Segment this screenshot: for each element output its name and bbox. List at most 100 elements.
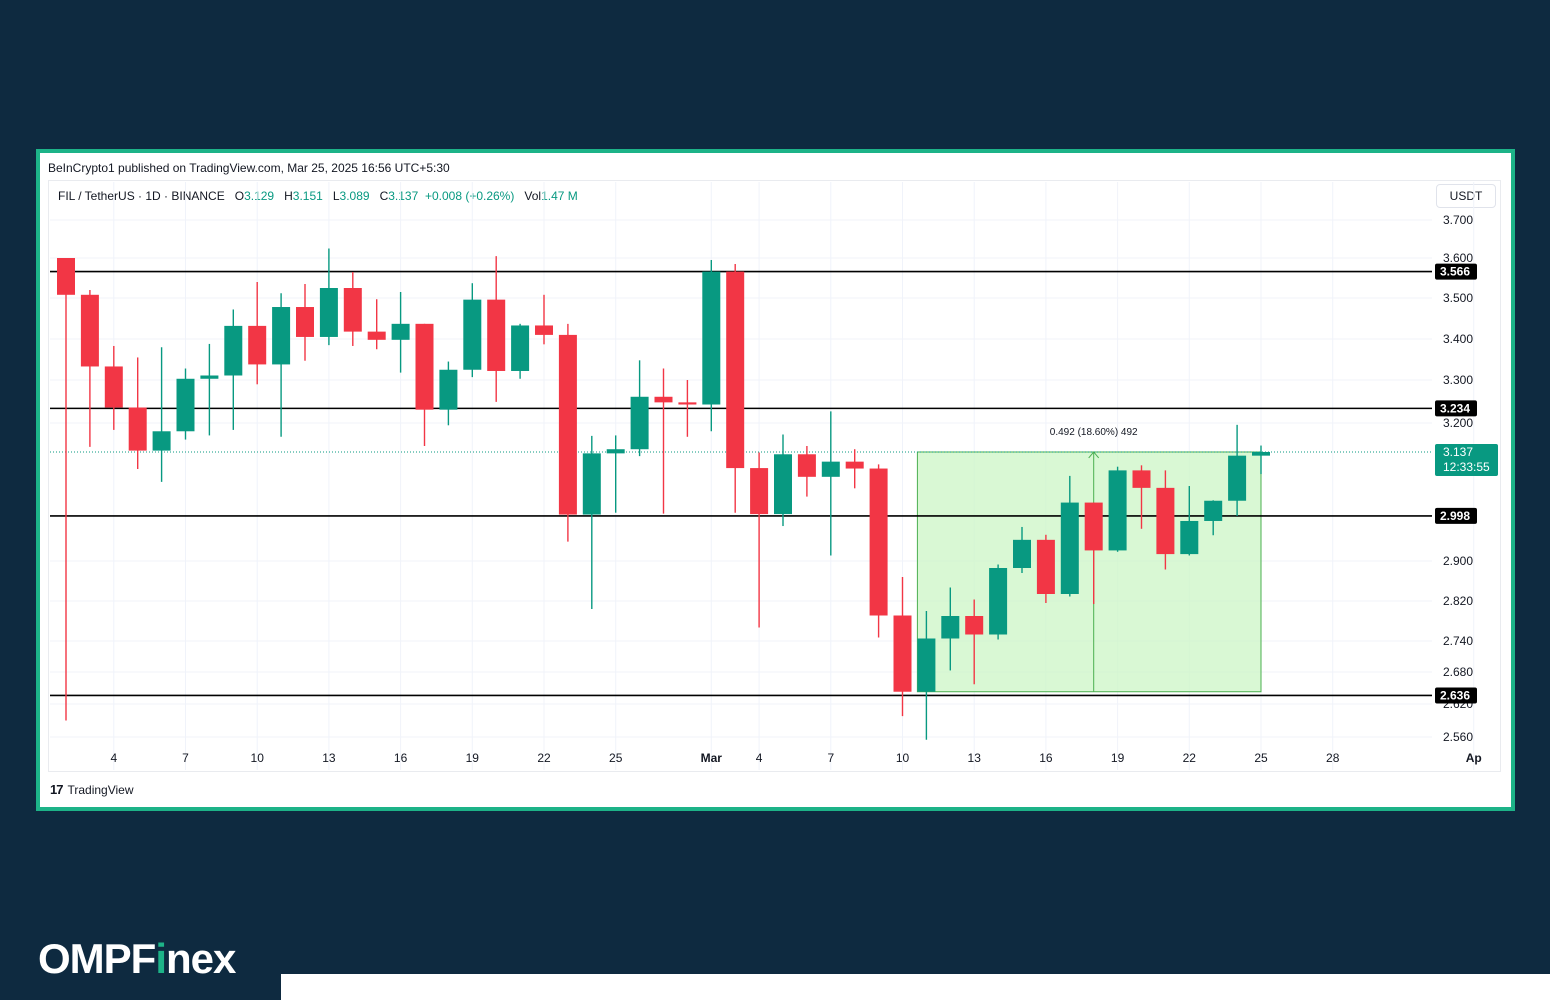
candle <box>917 611 936 740</box>
candle <box>104 345 123 430</box>
x-tick-label: 28 <box>1326 751 1340 765</box>
candle-body <box>272 307 291 365</box>
candle-body <box>1132 470 1151 488</box>
x-tick-label: 22 <box>1183 751 1197 765</box>
candle-body <box>630 396 649 450</box>
level-label: 2.636 <box>1440 688 1470 702</box>
footer-strip <box>281 974 1550 1000</box>
candle-body <box>1156 487 1175 555</box>
candle <box>391 292 410 373</box>
candle <box>582 435 601 609</box>
candle-body <box>1180 520 1199 555</box>
candle-body <box>797 454 816 477</box>
x-tick-label: 22 <box>537 751 551 765</box>
candle-body <box>1013 539 1031 568</box>
x-tick-label: 16 <box>394 751 408 765</box>
candle <box>750 452 769 628</box>
candle <box>654 368 673 514</box>
level-label: 2.998 <box>1440 509 1470 523</box>
currency-button[interactable]: USDT <box>1436 184 1496 208</box>
candle-body <box>1036 539 1055 594</box>
level-badge <box>1435 687 1477 704</box>
x-tick-label: 19 <box>1111 751 1125 765</box>
candle-body <box>1108 470 1127 551</box>
open-label: O <box>234 189 245 203</box>
tradingview-logo[interactable]: 17 TradingView <box>50 782 134 797</box>
x-tick-label: 13 <box>968 751 982 765</box>
candle <box>989 564 1008 640</box>
measure-tool: 0.492 (18.60%) 492 <box>916 427 1262 693</box>
candle <box>558 323 577 542</box>
candle <box>1108 466 1127 552</box>
candle-body <box>80 294 99 367</box>
candle <box>702 260 721 432</box>
high-label: H <box>284 189 293 203</box>
candle-body <box>152 431 171 451</box>
candle <box>1180 486 1199 556</box>
candle <box>463 283 482 378</box>
candle-body <box>1252 451 1270 456</box>
candle-body <box>893 615 912 692</box>
level-badge <box>1435 400 1477 417</box>
candle <box>845 449 864 489</box>
candle <box>439 361 458 426</box>
x-tick-label: Mar <box>701 751 723 765</box>
candle <box>200 343 219 436</box>
candle <box>272 293 291 437</box>
candle-body <box>415 323 434 410</box>
candle-body <box>606 449 625 454</box>
x-tick-label: 4 <box>110 751 117 765</box>
candle <box>774 434 792 527</box>
candle-body <box>869 468 888 616</box>
candles <box>57 248 1270 740</box>
y-tick-label: 2.740 <box>1443 634 1473 648</box>
x-tick-label: 25 <box>1254 751 1268 765</box>
candle <box>726 264 745 513</box>
axes: 4 7 10 13 16 19 22 25 Mar 4 7 10 13 16 19 22 25 28 Ap 3.700… <box>110 213 1498 765</box>
candle-body <box>511 325 530 371</box>
candle-body <box>821 461 840 477</box>
candle-body <box>535 325 553 335</box>
candle <box>128 357 147 469</box>
candle-body <box>845 461 864 469</box>
candle-body <box>774 454 792 515</box>
candle-body <box>463 299 482 370</box>
candle <box>869 464 888 638</box>
y-tick-label: 3.400 <box>1443 332 1473 346</box>
y-tick-label: 3.500 <box>1443 291 1473 305</box>
candle <box>1228 424 1247 516</box>
candle <box>176 368 195 440</box>
candle <box>57 258 75 721</box>
chart-box <box>48 180 1501 772</box>
x-tick-label: 13 <box>322 751 336 765</box>
ompfinex-logo: OMPFinex <box>38 935 236 983</box>
symbol-pair[interactable]: FIL / TetherUS · 1D · BINANCE <box>58 189 225 203</box>
candle <box>1132 465 1151 529</box>
candle <box>248 282 267 385</box>
candle <box>1036 534 1055 603</box>
current-price-badge <box>1435 443 1498 476</box>
candle-body <box>941 616 960 639</box>
candle <box>1013 526 1031 573</box>
x-tick-label: 4 <box>756 751 763 765</box>
candle-body <box>343 288 362 332</box>
x-tick-label: 10 <box>251 751 265 765</box>
x-tick-label: 19 <box>466 751 480 765</box>
candle <box>511 323 530 379</box>
x-tick-label: 7 <box>827 751 834 765</box>
candle <box>80 290 99 447</box>
level-badge <box>1435 507 1477 524</box>
candle <box>893 577 912 717</box>
candle <box>487 256 506 402</box>
x-tick-label: Ap <box>1466 751 1482 765</box>
y-tick-label: 2.820 <box>1443 594 1473 608</box>
candle <box>319 248 338 346</box>
candle <box>1204 500 1223 536</box>
y-tick-label: 2.900 <box>1443 554 1473 568</box>
candle <box>1060 475 1079 597</box>
x-tick-label: 7 <box>182 751 189 765</box>
candle-body <box>57 258 75 295</box>
close-label: C <box>379 189 389 203</box>
change-value: +0.008 (+0.26%) <box>424 189 515 203</box>
